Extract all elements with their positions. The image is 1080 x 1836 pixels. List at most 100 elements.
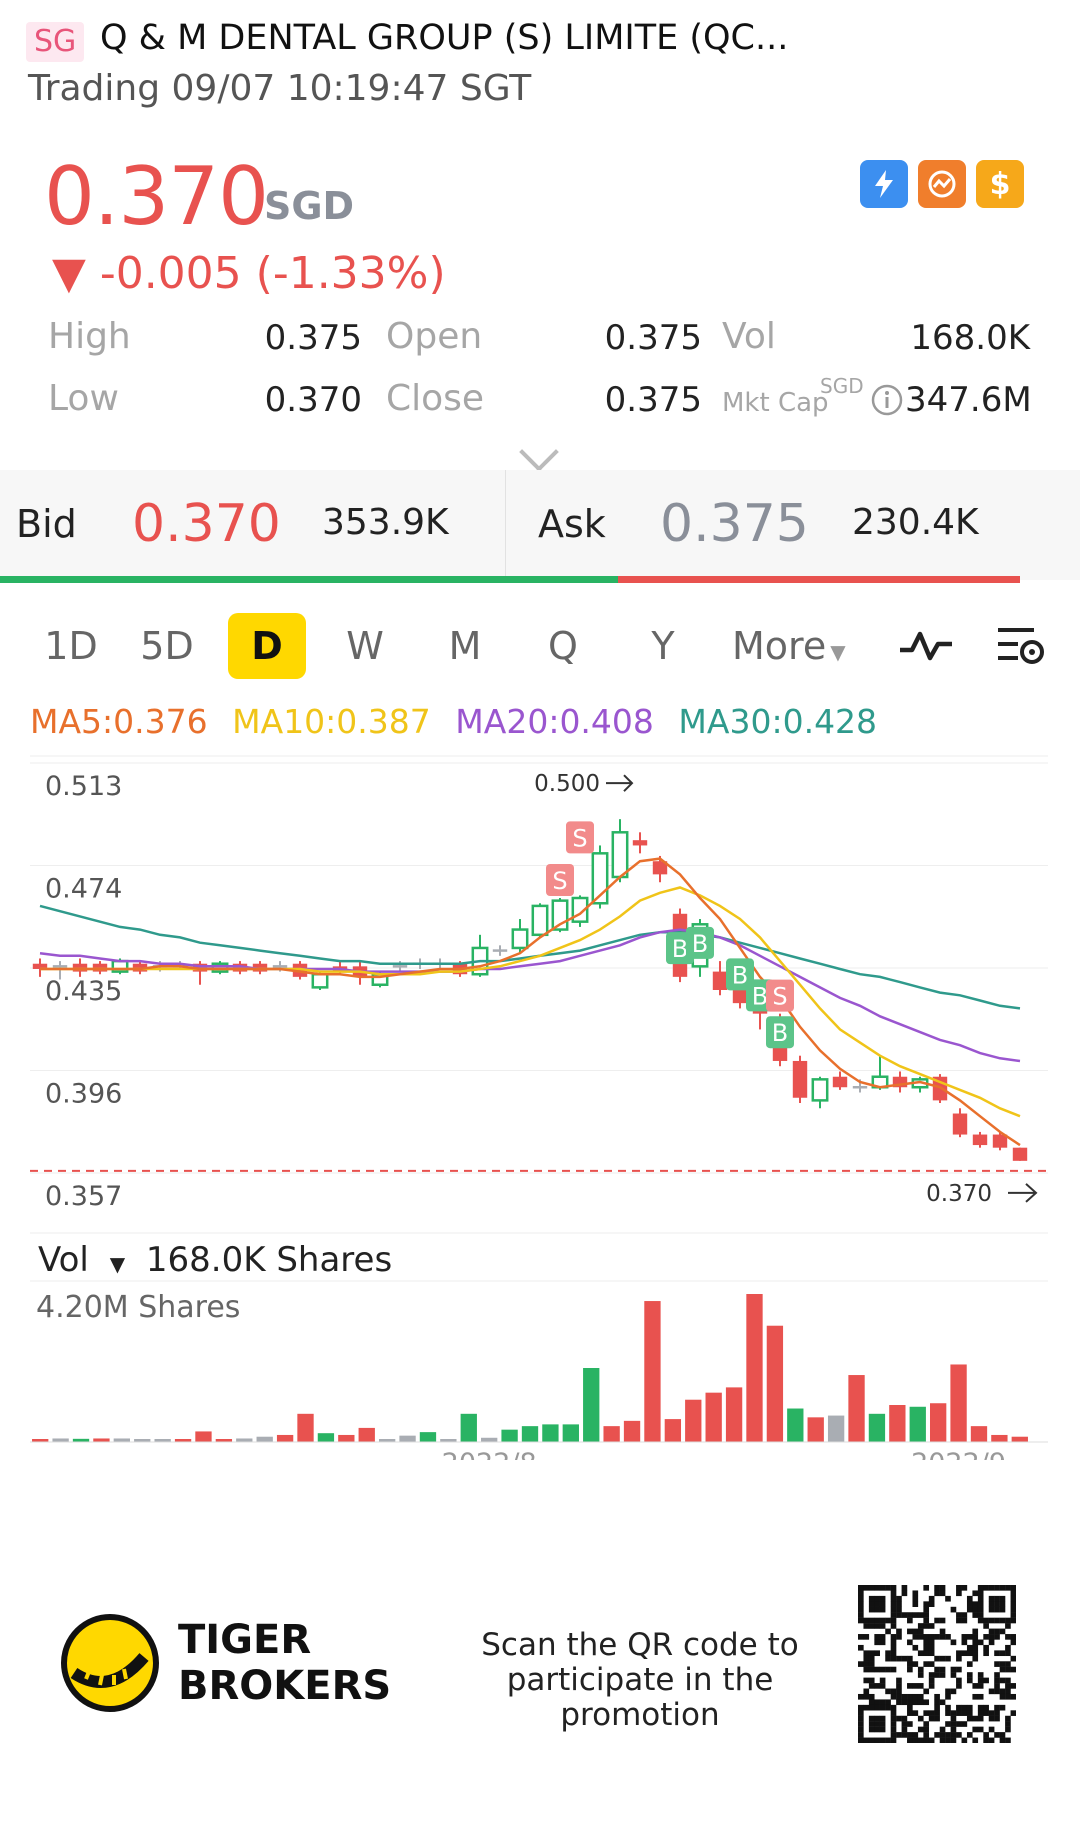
qr-module (868, 1606, 875, 1613)
tab-w[interactable]: W (346, 624, 384, 668)
candle-body (892, 1076, 908, 1088)
qr-module (912, 1612, 919, 1618)
qr-module (912, 1590, 919, 1597)
tab-d[interactable]: D (228, 613, 306, 679)
qr-module (966, 1601, 973, 1607)
qr-module (988, 1688, 995, 1695)
qr-module (923, 1585, 930, 1591)
qr-module (994, 1710, 1000, 1716)
mktcap-currency: SGD (820, 374, 864, 398)
expand-chevron-icon[interactable] (519, 432, 559, 472)
qr-module (907, 1699, 913, 1706)
qr-module (928, 1683, 935, 1689)
qr-module (1005, 1726, 1011, 1733)
lightning-icon[interactable] (860, 160, 908, 208)
qr-module (912, 1644, 919, 1651)
qr-module (994, 1617, 1000, 1624)
qr-module (863, 1585, 870, 1591)
volume-chart[interactable]: 2022/8 2022/9 (0, 1280, 1080, 1460)
qr-module (1005, 1650, 1011, 1657)
qr-module (972, 1606, 979, 1613)
qr-module (890, 1590, 897, 1597)
qr-module (934, 1672, 940, 1678)
qr-module (977, 1601, 984, 1607)
qr-module (858, 1661, 864, 1667)
tab-q[interactable]: Q (548, 624, 578, 668)
qr-module (874, 1737, 880, 1743)
qr-module (912, 1710, 919, 1716)
qr-module (994, 1601, 1000, 1607)
qr-module (939, 1737, 946, 1743)
qr-module (879, 1617, 886, 1624)
tab-m[interactable]: M (448, 624, 482, 668)
qr-code[interactable] (858, 1585, 1016, 1743)
qr-module (879, 1623, 886, 1629)
qr-module (917, 1623, 924, 1629)
qr-module (950, 1737, 957, 1743)
qr-module (994, 1683, 1000, 1689)
qr-module (934, 1704, 940, 1711)
qr-module (977, 1617, 984, 1624)
volume-label: Vol (38, 1240, 89, 1280)
candle (652, 855, 668, 883)
dollar-icon[interactable]: $ (976, 160, 1024, 208)
qr-module (972, 1737, 979, 1743)
volume-bar (72, 1438, 90, 1442)
qr-module (945, 1704, 951, 1711)
volume-header[interactable]: Vol ▼ 168.0K Shares (38, 1240, 392, 1280)
qr-module (896, 1732, 902, 1738)
qr-module (939, 1590, 946, 1597)
qr-module (977, 1606, 984, 1613)
qr-module (999, 1704, 1006, 1711)
qr-module (972, 1655, 979, 1662)
qr-module (994, 1634, 1000, 1640)
qr-module (907, 1617, 913, 1624)
indicator-icon[interactable] (898, 624, 954, 668)
qr-module (994, 1606, 1000, 1613)
qr-module (994, 1595, 1000, 1602)
qr-module (923, 1726, 930, 1733)
qr-module (956, 1666, 962, 1673)
volume-bar (276, 1434, 294, 1442)
qr-module (912, 1732, 919, 1738)
candle (952, 1108, 968, 1138)
qr-module (885, 1617, 891, 1624)
qr-module (912, 1737, 919, 1743)
tab-1d[interactable]: 1D (44, 624, 98, 668)
qr-module (858, 1590, 864, 1597)
qr-module (890, 1710, 897, 1716)
candle (252, 961, 268, 975)
qr-module (999, 1628, 1006, 1635)
volume-bar (766, 1325, 784, 1442)
qr-module (917, 1693, 924, 1700)
volume-bar (113, 1438, 130, 1442)
qr-module (956, 1585, 962, 1591)
tab-more[interactable]: More ▼ (732, 613, 846, 679)
qr-module (923, 1644, 930, 1651)
qr-module (939, 1628, 946, 1635)
volume-bar (297, 1413, 314, 1442)
qr-module (879, 1699, 886, 1706)
tab-y[interactable]: Y (651, 624, 675, 668)
qr-module (1005, 1661, 1011, 1667)
candle (911, 1076, 929, 1093)
info-icon[interactable] (870, 383, 904, 417)
qr-module (874, 1617, 880, 1624)
ma10-label: MA10:0.387 (232, 702, 431, 741)
volume-bar (746, 1294, 763, 1442)
qr-module (961, 1639, 968, 1646)
qr-module (1010, 1612, 1016, 1618)
qr-module (934, 1710, 940, 1716)
qr-module (1010, 1595, 1016, 1602)
tab-5d[interactable]: 5D (140, 624, 194, 668)
high-value: 0.375 (264, 318, 362, 358)
qr-module (928, 1650, 935, 1657)
candle-body (132, 963, 148, 972)
qr-module (961, 1634, 968, 1640)
qr-module (896, 1628, 902, 1635)
qr-module (863, 1693, 870, 1700)
chart-settings-icon[interactable] (996, 622, 1046, 668)
trade-icon[interactable] (918, 160, 966, 208)
qr-module (988, 1595, 995, 1602)
